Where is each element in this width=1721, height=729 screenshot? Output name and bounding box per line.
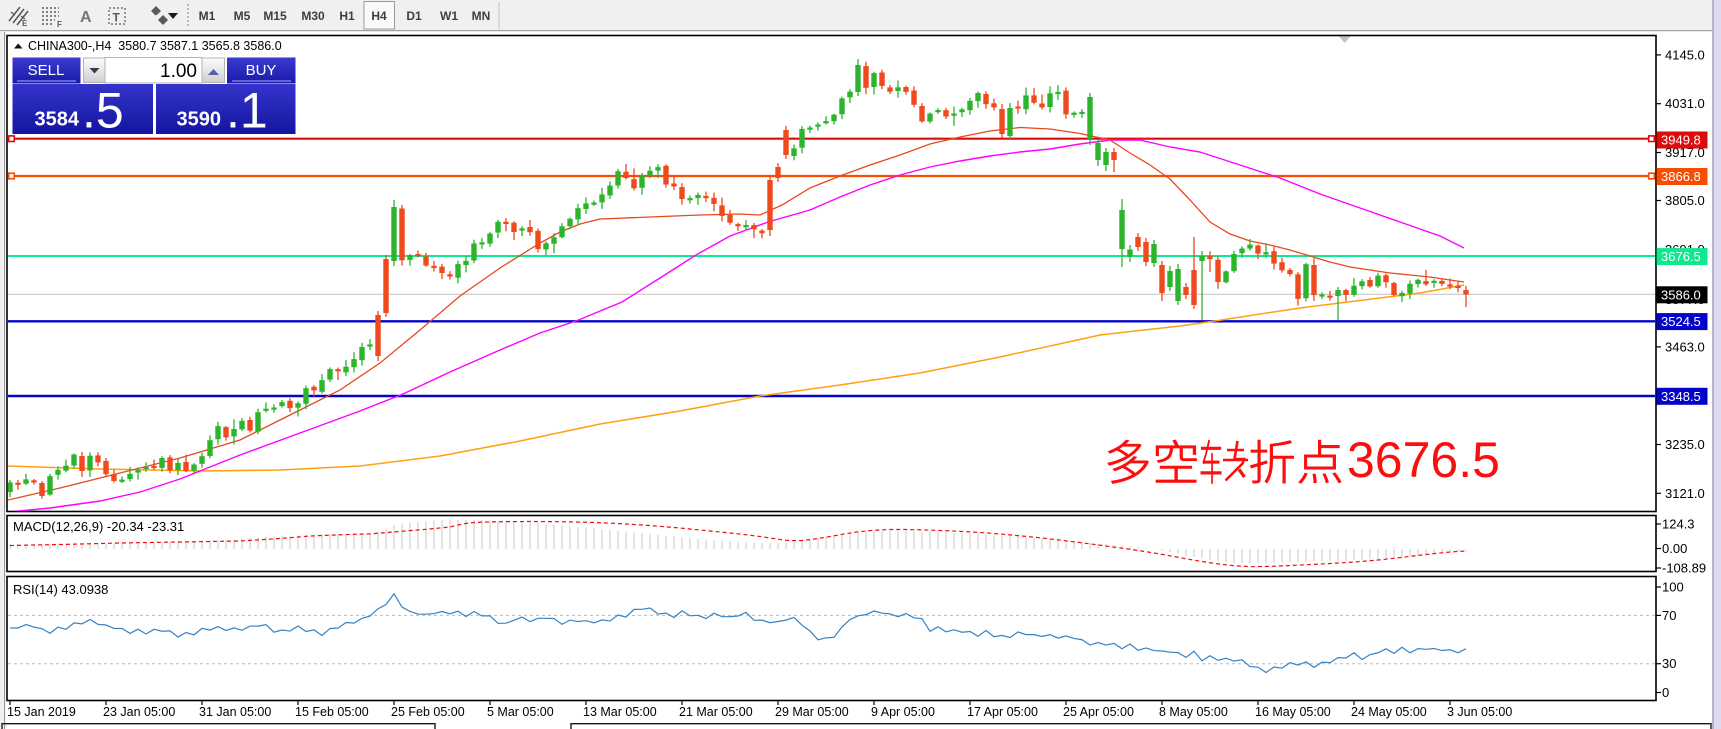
svg-text:MACD(12,26,9) -20.34 -23.31: MACD(12,26,9) -20.34 -23.31 [13,519,184,534]
svg-text:BUY: BUY [246,62,277,79]
svg-text:21 Mar 05:00: 21 Mar 05:00 [679,705,753,719]
svg-text:3917.0: 3917.0 [1665,145,1705,160]
svg-text:3348.5: 3348.5 [1661,389,1701,404]
svg-text:.1: .1 [226,83,268,139]
svg-text:3676.5: 3676.5 [1661,249,1701,264]
svg-text:M15: M15 [263,9,287,23]
svg-text:15 Jan 2019: 15 Jan 2019 [7,705,76,719]
svg-text:0.00: 0.00 [1662,541,1687,556]
svg-text:F: F [57,20,62,29]
svg-text:25 Apr 05:00: 25 Apr 05:00 [1063,705,1134,719]
svg-text:H4: H4 [371,9,387,23]
svg-text:RSI(14) 43.0938: RSI(14) 43.0938 [13,582,108,597]
svg-text:3586.0: 3586.0 [1661,287,1701,302]
svg-text:4145.0: 4145.0 [1665,47,1705,62]
svg-text:MN: MN [472,9,491,23]
svg-text:3590: 3590 [177,109,222,131]
svg-text:D1: D1 [406,9,422,23]
svg-text:70: 70 [1662,608,1676,623]
svg-text:H1: H1 [339,9,355,23]
svg-text:E: E [22,19,28,28]
svg-text:M1: M1 [199,9,216,23]
svg-text:15 Feb 05:00: 15 Feb 05:00 [295,705,369,719]
svg-text:SELL: SELL [28,62,65,79]
svg-text:0: 0 [1662,685,1669,700]
svg-text:3524.5: 3524.5 [1661,314,1701,329]
svg-text:5 Mar 05:00: 5 Mar 05:00 [487,705,554,719]
svg-text:100: 100 [1662,580,1684,595]
svg-text:-108.89: -108.89 [1662,561,1706,576]
svg-text:3805.0: 3805.0 [1665,193,1705,208]
svg-text:29 Mar 05:00: 29 Mar 05:00 [775,705,849,719]
svg-text:M5: M5 [234,9,251,23]
svg-text:A: A [80,9,92,26]
svg-text:23 Jan 05:00: 23 Jan 05:00 [103,705,175,719]
svg-text:T: T [113,11,121,25]
svg-text:W1: W1 [440,9,458,23]
svg-text:CHINA300-,H4 3580.7 3587.1 35: CHINA300-,H4 3580.7 3587.1 3565.8 3586.0 [28,39,282,53]
svg-text:4031.0: 4031.0 [1665,96,1705,111]
svg-text:3 Jun 05:00: 3 Jun 05:00 [1447,705,1512,719]
svg-text:3866.8: 3866.8 [1661,169,1701,184]
svg-text:24 May 05:00: 24 May 05:00 [1351,705,1427,719]
svg-text:3584: 3584 [35,109,80,131]
svg-text:13 Mar 05:00: 13 Mar 05:00 [583,705,657,719]
svg-text:1.00: 1.00 [160,61,197,82]
svg-text:3676.5: 3676.5 [1347,432,1500,488]
svg-text:3121.0: 3121.0 [1665,486,1705,501]
svg-text:16 May 05:00: 16 May 05:00 [1255,705,1331,719]
svg-text:3235.0: 3235.0 [1665,437,1705,452]
svg-text:.5: .5 [82,83,124,139]
svg-text:M30: M30 [301,9,325,23]
svg-text:30: 30 [1662,656,1676,671]
svg-text:3463.0: 3463.0 [1665,339,1705,354]
svg-text:25 Feb 05:00: 25 Feb 05:00 [391,705,465,719]
svg-text:17 Apr 05:00: 17 Apr 05:00 [967,705,1038,719]
svg-text:124.3: 124.3 [1662,517,1695,532]
svg-text:8 May 05:00: 8 May 05:00 [1159,705,1228,719]
svg-text:9 Apr 05:00: 9 Apr 05:00 [871,705,935,719]
svg-text:3949.8: 3949.8 [1661,133,1701,148]
svg-text:31 Jan 05:00: 31 Jan 05:00 [199,705,271,719]
